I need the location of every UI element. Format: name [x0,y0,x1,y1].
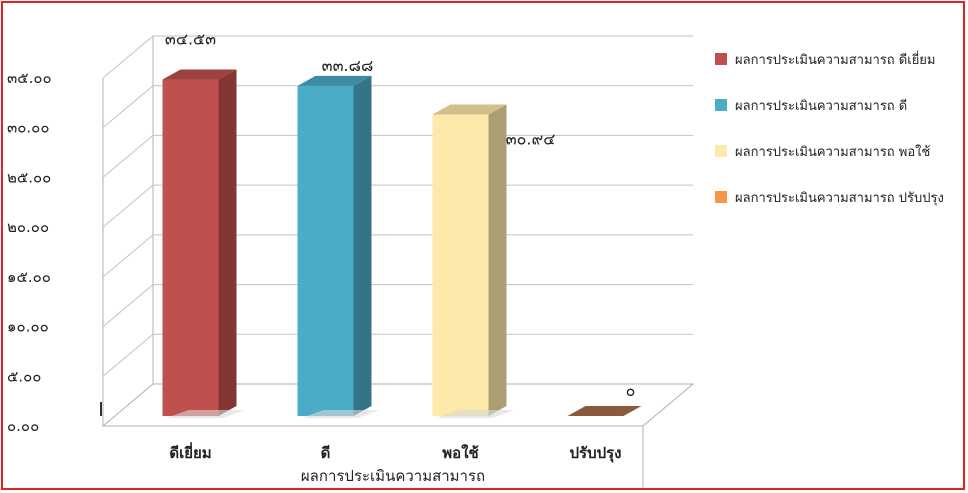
bars [162,69,642,418]
data-label: ๓๐.๙๔ [506,130,556,149]
gridline [102,284,693,327]
gridline [102,35,693,79]
bar-4 [567,406,642,416]
data-label: ๐ [626,381,636,400]
bar-top [432,104,507,115]
data-label: ๓๓.๘๘ [322,56,374,75]
bar-side [218,69,237,417]
legend-label: ผลการประเมินความสามารถ ดี [735,98,907,114]
legend-swatch [715,99,727,111]
bar-flat [567,406,642,416]
legend-label: ผลการประเมินความสามารถ ดีเยี่ยม [735,51,936,68]
category-label: พอใช้ [442,444,478,462]
category-label: ดี [321,444,331,462]
bar-front [162,79,219,417]
chart-floor [101,383,695,427]
legend-label: ผลการประเมินความสามารถ พอใช้ [735,144,931,160]
y-axis-ticks: ๐.๐๐ ๕.๐๐ ๑๐.๐๐ ๑๕.๐๐ ๒๐.๐๐ ๒๕.๐๐ ๓๐.๐๐ ๓๕.๐๐ [7,69,52,435]
gridline [102,184,693,228]
y-tick-label: ๐.๐๐ [7,417,39,435]
y-tick-label: ๓๐.๐๐ [7,119,50,137]
legend-swatch [715,53,727,65]
bar-2 [297,75,380,418]
y-tick-label: ๒๕.๐๐ [7,168,51,186]
bar-top [297,75,372,86]
data-label: ๓๔.๕๓ [165,30,216,49]
category-labels: ดีเยี่ยม ดี พอใช้ ปรับปรุง [169,442,621,463]
bar-chart: ๐.๐๐ ๕.๐๐ ๑๐.๐๐ ๑๕.๐๐ ๒๐.๐๐ ๒๕.๐๐ ๓๐.๐๐ ๓๕.๐๐ ๓… [7,30,944,488]
y-tick-label: ๑๐.๐๐ [7,318,49,336]
gridline [102,333,693,377]
gridline [102,234,693,278]
y-tick-label: ๒๐.๐๐ [7,218,49,236]
bar-shadow [166,410,245,418]
category-label: ดีเยี่ยม [169,442,211,462]
gridlines [102,35,693,377]
chart-walls [100,36,695,488]
x-axis-label: ผลการประเมินความสามารถ [301,467,485,485]
legend-swatch [715,145,727,157]
legend: ผลการประเมินความสามารถ ดีเยี่ยมผลการประเ… [715,51,944,206]
legend-label: ผลการประเมินความสามารถ ปรับปรุง [735,191,944,206]
bar-front [432,114,489,417]
bar-shadow [436,410,515,418]
legend-swatch [715,191,727,203]
y-tick-label: ๓๕.๐๐ [7,69,52,87]
bar-shadow [301,410,380,418]
y-tick-label: ๑๕.๐๐ [7,268,51,286]
bar-side [353,75,372,416]
category-label: ปรับปรุง [569,444,621,463]
gridline [102,85,693,129]
bar-side [488,104,507,417]
bar-front [297,85,354,416]
gridline [102,134,693,178]
bar-3 [432,104,515,418]
y-tick-label: ๕.๐๐ [7,367,41,385]
bar-1 [162,69,245,418]
bar-top [162,69,237,80]
